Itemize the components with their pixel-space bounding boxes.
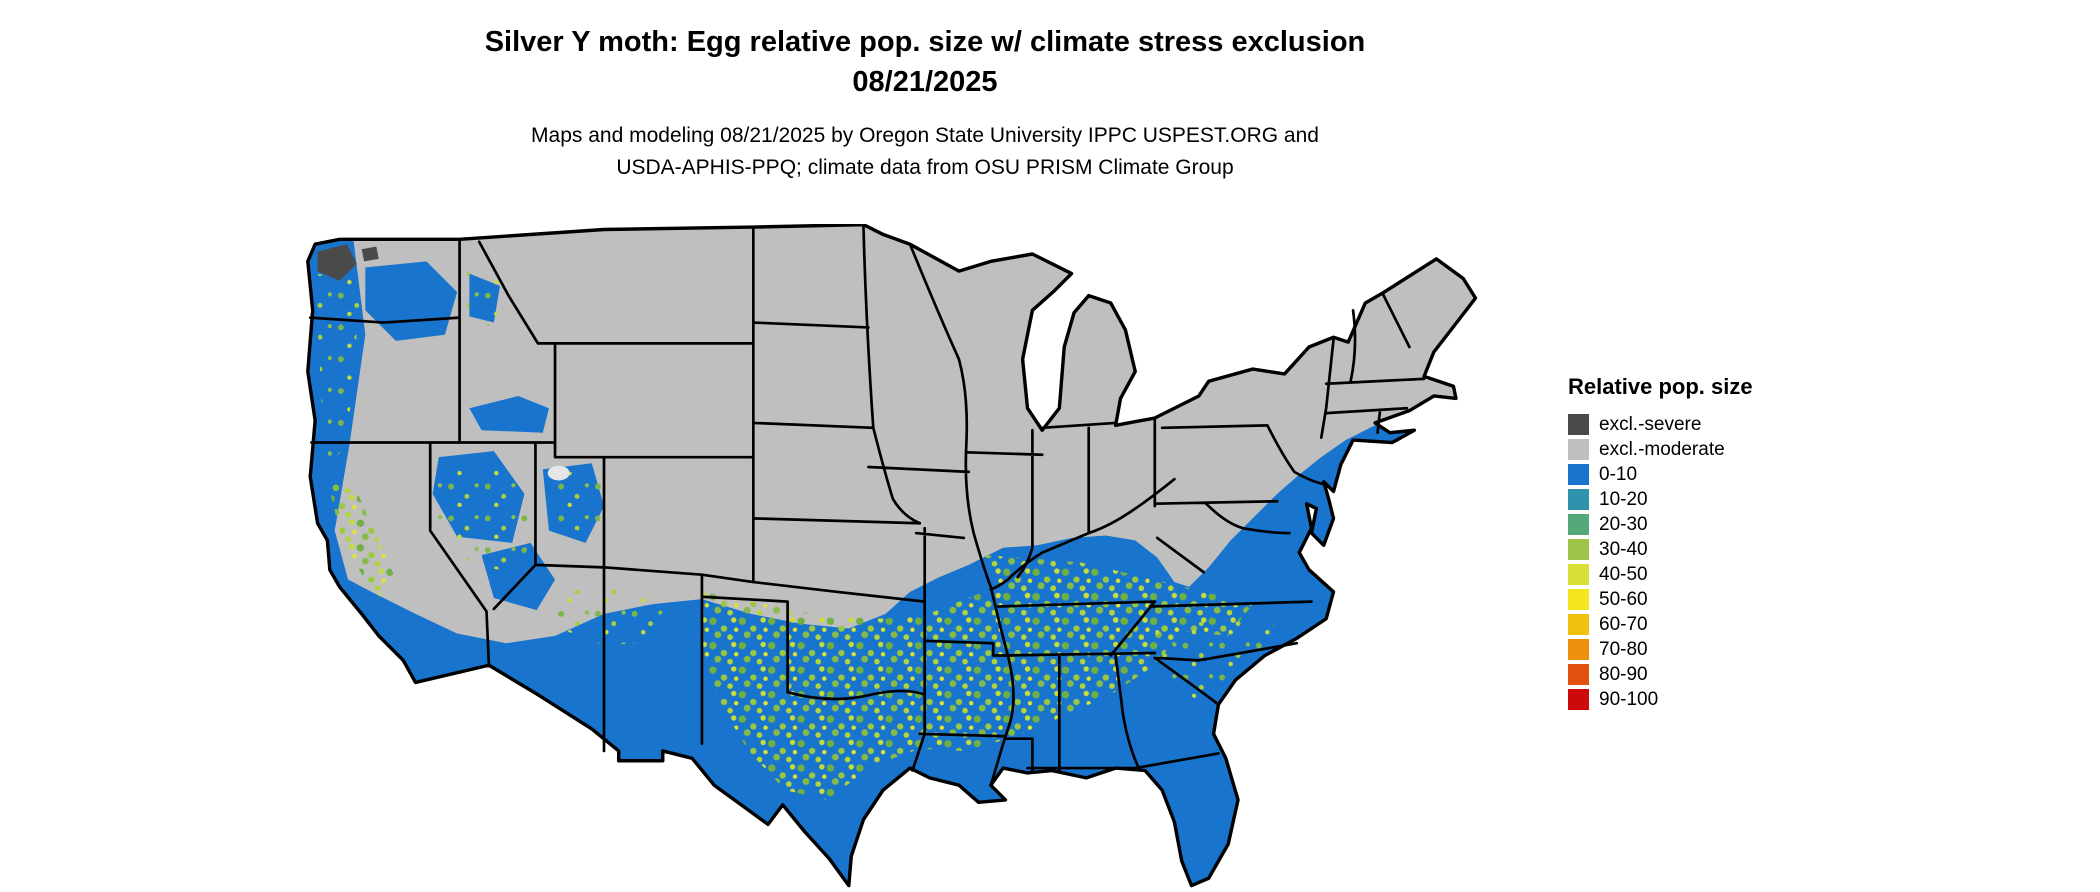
legend-swatch bbox=[1568, 539, 1589, 560]
mid-population-mottling bbox=[315, 268, 1285, 800]
us-map bbox=[298, 224, 1522, 892]
legend-item: 30-40 bbox=[1568, 537, 1908, 562]
legend-swatch bbox=[1568, 564, 1589, 585]
legend-swatch bbox=[1568, 414, 1589, 435]
legend-swatch bbox=[1568, 639, 1589, 660]
state-borders bbox=[308, 225, 1426, 787]
legend-item: excl.-severe bbox=[1568, 412, 1908, 437]
map-title: Silver Y moth: Egg relative pop. size w/… bbox=[0, 22, 1850, 102]
legend-swatch bbox=[1568, 614, 1589, 635]
legend-label: excl.-moderate bbox=[1599, 439, 1725, 460]
legend-item: 20-30 bbox=[1568, 512, 1908, 537]
legend-item: 0-10 bbox=[1568, 462, 1908, 487]
legend-items: excl.-severe excl.-moderate 0-10 10-20 20-30… bbox=[1568, 412, 1908, 712]
legend-item: 60-70 bbox=[1568, 612, 1908, 637]
title-line-2: 08/21/2025 bbox=[852, 66, 998, 98]
legend-item: 10-20 bbox=[1568, 487, 1908, 512]
subtitle-line-2: USDA-APHIS-PPQ; climate data from OSU PR… bbox=[616, 156, 1234, 179]
legend-swatch bbox=[1568, 439, 1589, 460]
legend-item: 80-90 bbox=[1568, 662, 1908, 687]
legend-label: 90-100 bbox=[1599, 689, 1659, 710]
legend-swatch bbox=[1568, 464, 1589, 485]
legend-swatch bbox=[1568, 514, 1589, 535]
map-fill-layers bbox=[307, 224, 1476, 886]
legend-label: 0-10 bbox=[1599, 464, 1638, 485]
legend-label: 60-70 bbox=[1599, 614, 1648, 635]
legend-label: 20-30 bbox=[1599, 514, 1648, 535]
map-subtitle: Maps and modeling 08/21/2025 by Oregon S… bbox=[0, 120, 1850, 184]
excluded-severe-patches bbox=[317, 244, 379, 281]
us-map-svg bbox=[306, 224, 1478, 888]
legend-item: 70-80 bbox=[1568, 637, 1908, 662]
legend: Relative pop. size excl.-severe excl.-mod… bbox=[1568, 374, 1908, 712]
legend-swatch bbox=[1568, 489, 1589, 510]
legend-swatch bbox=[1568, 589, 1589, 610]
legend-item: excl.-moderate bbox=[1568, 437, 1908, 462]
legend-label: 40-50 bbox=[1599, 564, 1648, 585]
subtitle-line-1: Maps and modeling 08/21/2025 by Oregon S… bbox=[531, 124, 1319, 147]
legend-item: 40-50 bbox=[1568, 562, 1908, 587]
legend-label: 70-80 bbox=[1599, 639, 1648, 660]
legend-label: 50-60 bbox=[1599, 589, 1648, 610]
us-outline bbox=[306, 224, 1478, 888]
legend-label: 80-90 bbox=[1599, 664, 1648, 685]
legend-label: 30-40 bbox=[1599, 539, 1648, 560]
legend-title: Relative pop. size bbox=[1568, 374, 1753, 399]
legend-swatch bbox=[1568, 664, 1589, 685]
great-salt-lake bbox=[547, 465, 570, 481]
legend-label: 10-20 bbox=[1599, 489, 1648, 510]
legend-swatch bbox=[1568, 689, 1589, 710]
legend-item: 50-60 bbox=[1568, 587, 1908, 612]
legend-label: excl.-severe bbox=[1599, 414, 1702, 435]
legend-item: 90-100 bbox=[1568, 687, 1908, 712]
title-line-1: Silver Y moth: Egg relative pop. size w/… bbox=[484, 26, 1366, 58]
